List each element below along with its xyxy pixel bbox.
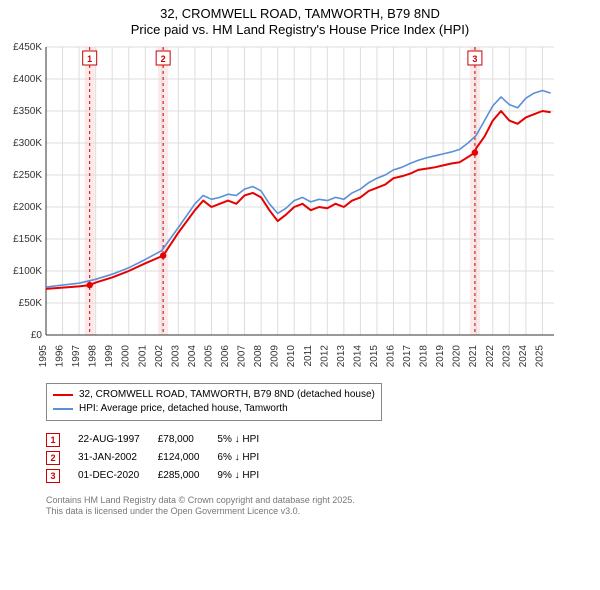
- price-chart: £0 £50K £100K £150K £200K £250K £300K £350K £400…: [0, 39, 600, 379]
- event-marker-icon: 2: [46, 451, 60, 465]
- y-tick-label: £200K: [13, 202, 42, 213]
- table-row: 2 31-JAN-2002£124,0006% ↓ HPI: [46, 449, 277, 467]
- x-tick-label: 2025: [534, 344, 545, 367]
- x-tick-label: 2006: [220, 344, 231, 367]
- x-tick-label: 2010: [286, 344, 297, 367]
- y-tick-label: £450K: [13, 42, 42, 53]
- x-tick-label: 2022: [485, 344, 496, 367]
- event-price: £78,000: [158, 431, 218, 449]
- event-flag-label: 2: [161, 54, 166, 64]
- x-tick-label: 2012: [319, 344, 330, 367]
- events-table: 1 22-AUG-1997£78,0005% ↓ HPI 2 31-JAN-2002£…: [46, 431, 277, 485]
- legend-swatch: [53, 394, 73, 396]
- event-delta: 9% ↓ HPI: [217, 467, 277, 485]
- x-tick-label: 2019: [435, 344, 446, 367]
- y-tick-label: £150K: [13, 234, 42, 245]
- x-tick-label: 2011: [303, 344, 314, 366]
- x-tick-label: 2009: [270, 344, 281, 367]
- page-title-line2: Price paid vs. HM Land Registry's House …: [0, 22, 600, 38]
- legend-label: 32, CROMWELL ROAD, TAMWORTH, B79 8ND (de…: [79, 389, 375, 400]
- x-tick-label: 2018: [419, 344, 430, 367]
- y-tick-label: £100K: [13, 266, 42, 277]
- x-tick-label: 2007: [237, 344, 248, 367]
- x-tick-label: 2003: [170, 344, 181, 367]
- x-tick-label: 2023: [501, 344, 512, 367]
- x-tick-label: 1998: [88, 344, 99, 367]
- x-tick-label: 2013: [336, 344, 347, 367]
- series-marker: [86, 281, 92, 287]
- footer-line2: This data is licensed under the Open Gov…: [46, 506, 600, 518]
- event-date: 31-JAN-2002: [78, 449, 158, 467]
- x-tick-label: 2024: [518, 344, 529, 367]
- x-tick-label: 2001: [137, 344, 148, 367]
- event-date: 22-AUG-1997: [78, 431, 158, 449]
- event-delta: 6% ↓ HPI: [217, 449, 277, 467]
- y-tick-label: £400K: [13, 74, 42, 85]
- event-marker-cell: 1: [46, 431, 78, 449]
- table-row: 3 01-DEC-2020£285,0009% ↓ HPI: [46, 467, 277, 485]
- chart-svg: £0 £50K £100K £150K £200K £250K £300K £350K £400…: [0, 39, 560, 379]
- x-tick-label: 1997: [71, 344, 82, 367]
- event-price: £124,000: [158, 449, 218, 467]
- event-date: 01-DEC-2020: [78, 467, 158, 485]
- event-delta: 5% ↓ HPI: [217, 431, 277, 449]
- x-tick-label: 2020: [452, 344, 463, 367]
- event-flag-label: 1: [87, 54, 92, 64]
- legend-item: 32, CROMWELL ROAD, TAMWORTH, B79 8ND (de…: [53, 388, 375, 402]
- event-flag-label: 3: [472, 54, 477, 64]
- event-marker-cell: 3: [46, 467, 78, 485]
- x-tick-label: 1999: [104, 344, 115, 367]
- legend-item: HPI: Average price, detached house, Tamw…: [53, 402, 375, 416]
- y-tick-label: £350K: [13, 106, 42, 117]
- footer-line1: Contains HM Land Registry data © Crown c…: [46, 495, 600, 507]
- legend-label: HPI: Average price, detached house, Tamw…: [79, 403, 288, 414]
- y-tick-label: £250K: [13, 170, 42, 181]
- event-price: £285,000: [158, 467, 218, 485]
- x-tick-label: 2005: [203, 344, 214, 367]
- series-marker: [160, 252, 166, 258]
- x-tick-label: 1995: [38, 344, 49, 367]
- event-marker-icon: 3: [46, 469, 60, 483]
- chart-legend: 32, CROMWELL ROAD, TAMWORTH, B79 8ND (de…: [46, 383, 382, 421]
- x-tick-label: 2016: [385, 344, 396, 367]
- x-tick-label: 2004: [187, 344, 198, 367]
- x-tick-label: 2002: [154, 344, 165, 367]
- x-tick-label: 1996: [55, 344, 66, 367]
- y-tick-label: £0: [31, 330, 43, 341]
- x-tick-label: 2008: [253, 344, 264, 367]
- x-tick-label: 2000: [121, 344, 132, 367]
- x-tick-label: 2017: [402, 344, 413, 367]
- y-tick-label: £50K: [19, 298, 43, 309]
- event-marker-icon: 1: [46, 433, 60, 447]
- x-tick-label: 2014: [352, 344, 363, 367]
- page-title-line1: 32, CROMWELL ROAD, TAMWORTH, B79 8ND: [0, 6, 600, 22]
- series-marker: [472, 149, 478, 155]
- table-row: 1 22-AUG-1997£78,0005% ↓ HPI: [46, 431, 277, 449]
- x-tick-label: 2021: [468, 344, 479, 367]
- x-tick-label: 2015: [369, 344, 380, 367]
- y-tick-label: £300K: [13, 138, 42, 149]
- event-marker-cell: 2: [46, 449, 78, 467]
- legend-swatch: [53, 408, 73, 410]
